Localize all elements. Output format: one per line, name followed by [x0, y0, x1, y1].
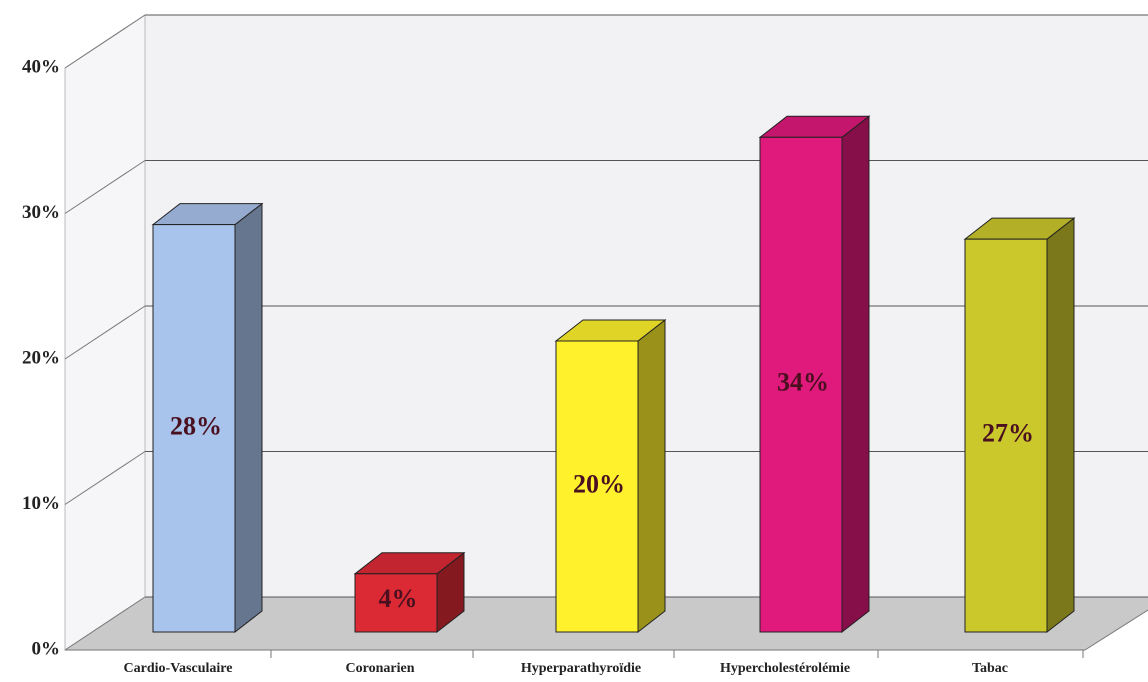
grid-line [64, 305, 146, 360]
grid-line [64, 160, 146, 214]
y-tick-label: 20% [22, 347, 60, 368]
grid-line [64, 451, 146, 505]
value-label: 28% [170, 411, 222, 440]
y-tick-label: 0% [32, 638, 61, 659]
grid-line [64, 14, 146, 69]
value-label: 4% [379, 584, 418, 613]
floor-edge [1084, 609, 1148, 651]
value-label: 27% [982, 419, 1034, 448]
bar-side [841, 115, 870, 634]
x-tick-label: Hypercholestérolémie [720, 661, 850, 676]
x-tick-label: Tabac [972, 661, 1008, 676]
bar-side [637, 318, 666, 634]
bar [152, 224, 236, 633]
bar-side [234, 202, 263, 634]
x-tick-label: Coronarien [346, 661, 415, 676]
x-tick-label: Cardio-Vasculaire [124, 661, 233, 676]
bar [759, 136, 843, 633]
value-label: 20% [573, 469, 625, 498]
bar [964, 238, 1048, 633]
bar-side [1046, 217, 1075, 634]
x-tick-label: Hyperparathyroïdie [521, 661, 641, 676]
grid-line [64, 596, 146, 651]
y-tick-label: 10% [22, 493, 60, 514]
bar [354, 573, 438, 633]
bar [555, 340, 639, 633]
y-tick-label: 40% [22, 56, 60, 77]
value-label: 34% [777, 368, 829, 397]
y-tick-label: 30% [22, 202, 60, 223]
